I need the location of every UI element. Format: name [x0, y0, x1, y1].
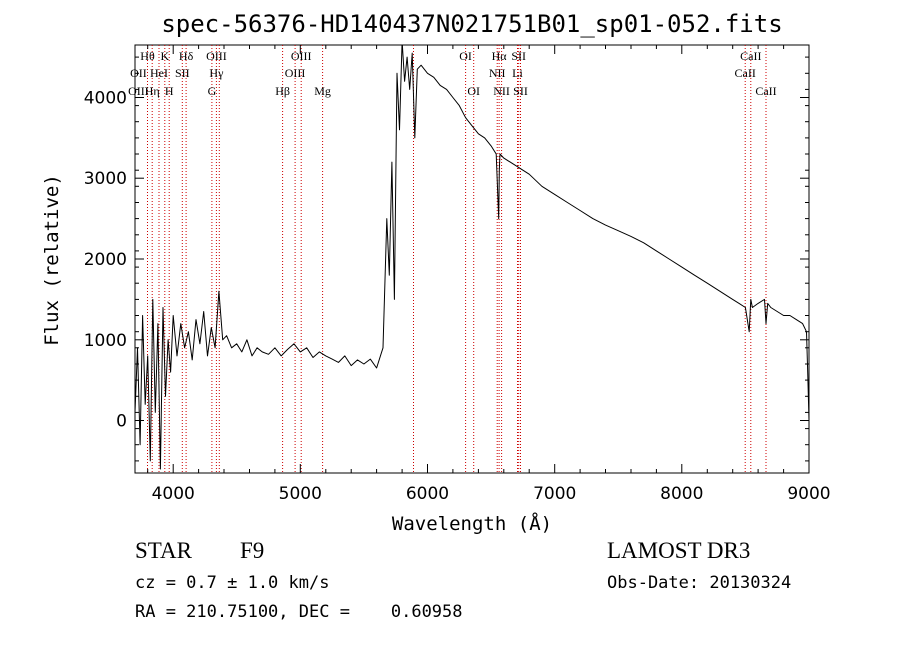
line-label: CaII	[740, 49, 761, 63]
line-label: K	[160, 49, 169, 63]
redshift-readout: cz = 0.7 ± 1.0 km/s	[135, 573, 330, 593]
plot-frame	[134, 44, 810, 474]
x-tick-label: 8000	[660, 484, 703, 504]
line-label: Mg	[314, 84, 331, 98]
line-label: SII	[175, 66, 190, 80]
x-axis-label: Wavelength (Å)	[392, 512, 552, 535]
x-tick-label: 5000	[279, 484, 322, 504]
line-label: Hα	[492, 49, 508, 63]
line-label: Hη	[145, 84, 160, 98]
axis-ticks: 4000 5000 6000 7000 8000 9000 0 1000 2000 3000 400…	[84, 45, 831, 504]
line-label: NII	[489, 66, 506, 80]
y-axis-label: Flux (relative)	[41, 174, 63, 346]
line-label: G	[208, 84, 217, 98]
line-label: OI	[459, 49, 472, 63]
spectrum-line	[135, 45, 809, 470]
line-label: H	[165, 84, 174, 98]
chart-title: spec-56376-HD140437N021751B01_sp01-052.f…	[161, 10, 782, 38]
spectrum-series	[135, 45, 809, 470]
line-label: OIII	[291, 49, 312, 63]
line-label: CaII	[735, 66, 756, 80]
line-label: HeI	[150, 66, 168, 80]
x-tick-label: 9000	[787, 484, 830, 504]
y-tick-label: 1000	[84, 331, 127, 351]
line-label: Hδ	[179, 49, 194, 63]
line-label: NII	[493, 84, 510, 98]
object-subclass: F9	[240, 538, 265, 563]
line-label: SII	[511, 49, 526, 63]
object-class: STAR	[135, 538, 192, 563]
line-label: Hβ	[275, 84, 290, 98]
line-label: OI	[467, 84, 480, 98]
line-label: CaII	[755, 84, 776, 98]
x-tick-label: 4000	[152, 484, 195, 504]
x-tick-label: 7000	[533, 484, 576, 504]
line-label: Li	[512, 66, 523, 80]
line-markers	[147, 45, 767, 473]
line-label: OIII	[285, 66, 306, 80]
line-label: OIII	[128, 84, 149, 98]
obs-date: Obs-Date: 20130324	[607, 573, 792, 593]
y-tick-label: 3000	[84, 169, 127, 189]
x-tick-label: 6000	[406, 484, 449, 504]
y-tick-label: 4000	[84, 89, 127, 109]
line-label: Hγ	[209, 66, 224, 80]
line-label: Hθ	[140, 49, 155, 63]
y-tick-label: 2000	[84, 250, 127, 270]
line-label: OIII	[206, 49, 227, 63]
line-label: SII	[513, 84, 528, 98]
coordinates: RA = 210.75100, DEC = 0.60958	[135, 602, 463, 622]
survey-name: LAMOST DR3	[607, 538, 751, 563]
y-tick-label: 0	[116, 412, 127, 432]
